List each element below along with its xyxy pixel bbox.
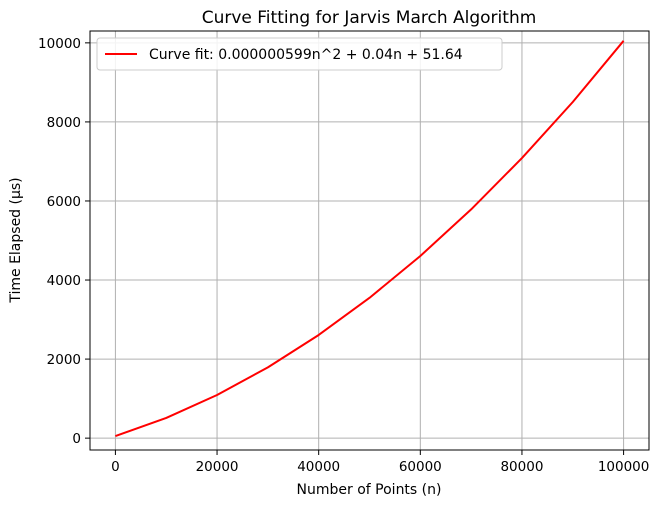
legend-box <box>96 37 503 71</box>
x-tick-label: 40000 <box>297 459 340 475</box>
y-tick-label: 0 <box>72 431 81 447</box>
y-tick-label: 4000 <box>47 273 81 289</box>
x-tick-label: 100000 <box>598 459 650 475</box>
y-tick-label: 10000 <box>38 36 81 52</box>
x-tick-label: 60000 <box>399 459 442 475</box>
x-axis-label: Number of Points (n) <box>297 482 442 498</box>
ticks: 0 20000 40000 60000 80000 100000 0 2000 4000 6000… <box>38 36 649 475</box>
y-tick-label: 6000 <box>47 194 81 210</box>
series-line <box>115 40 625 438</box>
legend: Curve fit: 0.000000599n^2 + 0.04n + 51.6… <box>96 37 503 71</box>
plot-area <box>115 40 625 438</box>
chart-title: Curve Fitting for Jarvis March Algorithm <box>202 8 537 28</box>
y-axis-label: Time Elapsed (μs) <box>8 177 24 303</box>
y-tick-label: 8000 <box>47 115 81 131</box>
legend-label: Curve fit: 0.000000599n^2 + 0.04n + 51.6… <box>149 47 463 63</box>
x-tick-label: 0 <box>111 459 120 475</box>
axes-frame <box>89 30 650 451</box>
x-tick-label: 20000 <box>196 459 239 475</box>
grid <box>90 31 649 450</box>
x-tick-label: 80000 <box>500 459 543 475</box>
y-tick-label: 2000 <box>47 352 81 368</box>
